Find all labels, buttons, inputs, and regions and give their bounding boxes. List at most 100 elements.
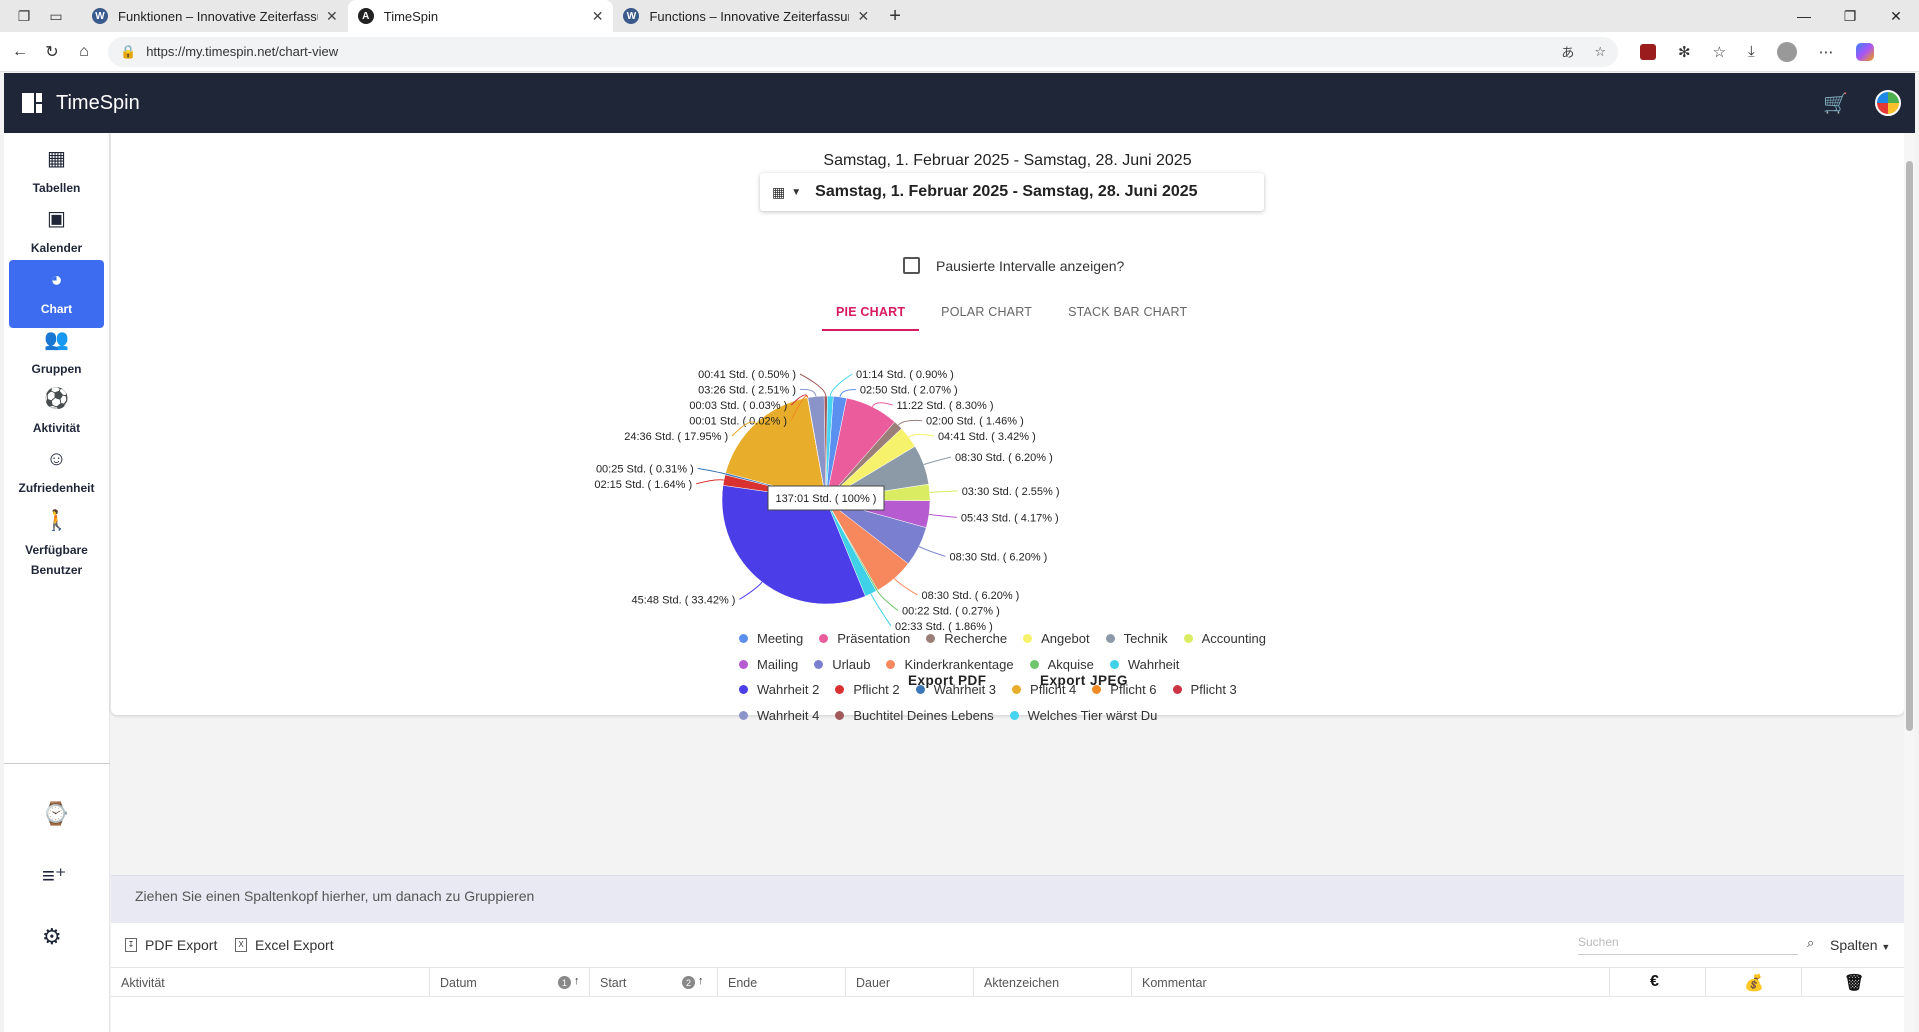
extensions-icon[interactable]: ✻ (1678, 43, 1691, 61)
export-jpeg-button[interactable]: Export JPEG (1040, 673, 1129, 688)
new-tab-icon[interactable]: + (889, 4, 901, 27)
translate-icon[interactable]: あ (1561, 45, 1575, 60)
tab-actions-icon[interactable]: ▭ (49, 8, 63, 24)
legend-item[interactable]: Kinderkrankentage (886, 657, 1014, 672)
group-drop-panel[interactable]: Ziehen Sie einen Spaltenkopf hierher, um… (111, 875, 1904, 923)
close-tab-icon[interactable]: ✕ (857, 7, 870, 24)
pie-slice-pr-sentation[interactable] (825, 397, 896, 501)
col-delete[interactable]: 🗑 (1802, 968, 1898, 998)
profile-avatar[interactable] (1776, 41, 1797, 62)
close-window-icon[interactable]: ✕ (1890, 7, 1902, 24)
col-aktivitaet[interactable]: Aktivität (111, 968, 430, 998)
legend-item[interactable]: Recherche (926, 631, 1007, 646)
legend-item[interactable]: Buchtitel Deines Lebens (835, 708, 994, 723)
cart-icon[interactable]: 🛒 (1823, 93, 1848, 115)
page-scrollbar[interactable] (1904, 133, 1915, 1032)
col-datum[interactable]: Datum 1 ↑ (430, 968, 590, 998)
pie-slice-welches-tier-w-rst-du[interactable] (825, 395, 834, 501)
home-icon[interactable]: ⌂ (79, 42, 89, 60)
tab-stack-bar-chart[interactable]: STACK BAR CHART (1068, 305, 1188, 319)
settings-icon[interactable]: ⚙ (42, 924, 62, 949)
pie-slice-urlaub[interactable] (825, 499, 927, 565)
search-icon[interactable]: ⌕ (1807, 935, 1815, 950)
legend-item[interactable]: Pflicht 3 (1172, 682, 1237, 697)
date-range-picker[interactable]: ▦ ▼ Samstag, 1. Februar 2025 - Samstag, … (760, 173, 1264, 211)
col-kommentar[interactable]: Kommentar (1132, 968, 1610, 998)
legend-item[interactable]: Wahrheit (1109, 657, 1179, 672)
legend-item[interactable]: Angebot (1023, 631, 1090, 646)
ublock-icon[interactable] (1640, 43, 1656, 60)
browser-tab-1[interactable]: W Funktionen – Innovative Zeiterfassung … (82, 0, 348, 32)
pie-slice-technik[interactable] (825, 445, 930, 501)
pie-slice-angebot[interactable] (825, 428, 916, 501)
pie-slice-wahrheit[interactable] (825, 499, 877, 597)
legend-item[interactable]: Pflicht 4 (1012, 682, 1076, 697)
excel-export-button[interactable]: X Excel Export (235, 937, 334, 953)
scrollbar-thumb[interactable] (1906, 161, 1913, 731)
playlist-add-icon[interactable]: ≡⁺ (42, 863, 67, 888)
favorites-icon[interactable]: ☆ (1712, 43, 1727, 61)
col-aktenzeichen[interactable]: Aktenzeichen (974, 968, 1132, 998)
pie-slice-wahrheit-3[interactable] (724, 472, 827, 501)
sidebar-item-zufriedenheit[interactable]: ☺ Zufriedenheit (18, 448, 95, 495)
sidebar-item-aktivitaet[interactable]: ⚽ Aktivität (32, 388, 81, 435)
url-field[interactable]: 🔒 https://my.timespin.net/chart-view あ ☆ (108, 36, 1618, 67)
back-icon[interactable]: ← (12, 42, 28, 60)
downloads-icon[interactable]: ⤓ (1748, 43, 1755, 60)
legend-item[interactable]: Meeting (739, 631, 803, 646)
legend-item[interactable]: Präsentation (819, 631, 910, 646)
workspaces-icon[interactable]: ❐ (17, 8, 31, 24)
columns-button[interactable]: Spalten ▼ (1830, 937, 1891, 953)
legend-item[interactable]: Wahrheit 3 (915, 682, 996, 697)
pie-slice-pflicht-2[interactable] (722, 474, 827, 501)
legend-item[interactable]: Pflicht 2 (835, 682, 900, 697)
legend-item[interactable]: Accounting (1183, 631, 1266, 646)
sidebar-item-gruppen[interactable]: 👥 Gruppen (31, 329, 82, 376)
paused-intervals-checkbox[interactable] (903, 257, 920, 274)
pie-slice-mailing[interactable] (825, 499, 931, 529)
pie-slice-pflicht-6[interactable] (807, 397, 827, 501)
pie-slice-buchtitel-deines-lebens[interactable] (823, 395, 828, 501)
col-budget[interactable]: 💰 (1706, 968, 1802, 998)
copilot-icon[interactable] (1855, 42, 1874, 61)
restore-icon[interactable]: ❐ (1843, 7, 1857, 24)
col-billable[interactable]: € (1610, 968, 1706, 998)
pie-slice-pflicht-3[interactable] (807, 397, 827, 501)
tab-polar-chart[interactable]: POLAR CHART (941, 305, 1033, 319)
legend-item[interactable]: Wahrheit 2 (739, 682, 819, 697)
browser-tab-3[interactable]: W Functions – Innovative Zeiterfassung ✕ (613, 0, 879, 32)
close-tab-icon[interactable]: ✕ (591, 7, 604, 24)
pie-slice-pflicht-4[interactable] (725, 397, 827, 501)
browser-tab-2[interactable]: A TimeSpin ✕ (347, 0, 614, 32)
pie-slice-wahrheit-2[interactable] (721, 485, 866, 605)
legend-item[interactable]: Akquise (1029, 657, 1094, 672)
col-dauer[interactable]: Dauer (846, 968, 974, 998)
legend-item[interactable]: Mailing (739, 657, 798, 672)
pie-slice-kinderkrankentage[interactable] (825, 499, 909, 591)
pdf-export-button[interactable]: ↧ PDF Export (125, 937, 217, 953)
legend-item[interactable]: Urlaub (814, 657, 870, 672)
lock-icon[interactable]: 🔒 (120, 43, 137, 59)
pie-slice-akquise[interactable] (825, 499, 879, 592)
col-start[interactable]: Start 2 ↑ (590, 968, 718, 998)
sidebar-item-verfuegbare-benutzer[interactable]: 🚶 Verfügbare Benutzer (25, 510, 88, 577)
reload-icon[interactable]: ↻ (45, 43, 59, 61)
minimize-icon[interactable]: — (1797, 8, 1811, 24)
pie-slice-accounting[interactable] (825, 483, 931, 502)
pie-slice-wahrheit-4[interactable] (807, 395, 827, 501)
sidebar-item-tabellen[interactable]: ▦ Tabellen (32, 148, 81, 195)
favorite-star-icon[interactable]: ☆ (1594, 43, 1606, 59)
legend-item[interactable]: Welches Tier wärst Du (1009, 708, 1157, 723)
more-icon[interactable]: ⋯ (1818, 43, 1834, 61)
export-pdf-button[interactable]: Export PDF (908, 673, 987, 688)
col-ende[interactable]: Ende (718, 968, 846, 998)
watch-icon[interactable]: ⌚ (42, 801, 70, 826)
grid-search-input[interactable]: Suchen (1578, 929, 1798, 955)
legend-item[interactable]: Technik (1105, 631, 1168, 646)
sidebar-item-chart[interactable]: ◕ Chart (9, 260, 104, 328)
close-tab-icon[interactable]: ✕ (326, 7, 338, 24)
sidebar-item-kalender[interactable]: ▣ Kalender (30, 208, 83, 255)
pie-slice-meeting[interactable] (825, 395, 847, 501)
legend-item[interactable]: Wahrheit 4 (739, 708, 819, 723)
user-avatar[interactable] (1875, 90, 1901, 116)
